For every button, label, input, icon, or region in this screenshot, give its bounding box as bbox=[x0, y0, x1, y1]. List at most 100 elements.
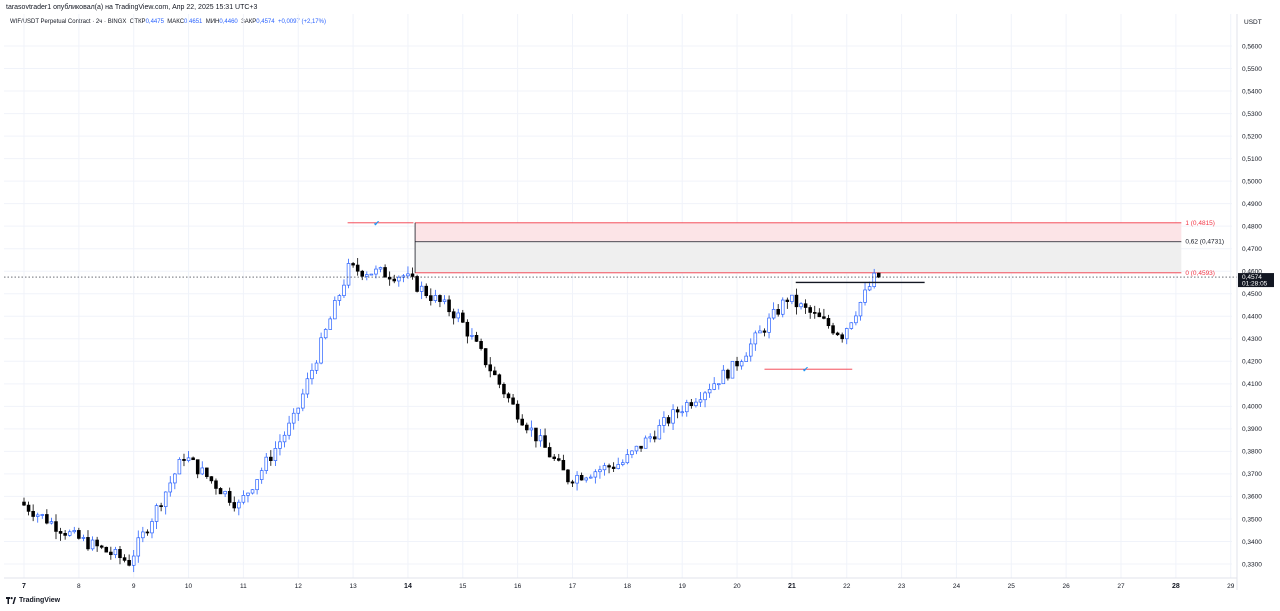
candle bbox=[241, 490, 246, 505]
candle bbox=[575, 471, 579, 491]
candle-body-down bbox=[360, 270, 365, 277]
tradingview-logo-icon bbox=[6, 597, 16, 604]
candle-body-up bbox=[319, 337, 323, 364]
candle-body-down bbox=[58, 531, 63, 534]
candle-body-down bbox=[159, 505, 163, 508]
candle-body-down bbox=[831, 325, 835, 334]
y-tick-label: 0,5000 bbox=[1242, 178, 1262, 185]
y-tick-label: 0,5100 bbox=[1242, 156, 1262, 163]
candle-body-down bbox=[666, 417, 671, 424]
candle-body-up bbox=[241, 495, 246, 503]
candle-body-up bbox=[634, 445, 639, 452]
candle-body-up bbox=[671, 409, 675, 424]
candle bbox=[447, 295, 451, 317]
candle bbox=[378, 266, 383, 273]
x-tick-label: 24 bbox=[953, 583, 961, 590]
candle-body-down bbox=[840, 334, 844, 340]
symbol-info-bar: WIF/USDT Perpetual Contract · 2ч · BINGX… bbox=[10, 19, 326, 25]
price-unit-label[interactable]: USDT bbox=[1244, 19, 1262, 26]
candle bbox=[40, 513, 45, 519]
candle bbox=[191, 456, 195, 461]
candle-body-up bbox=[767, 317, 771, 333]
candle-body-up bbox=[378, 267, 383, 270]
candle-body-up bbox=[113, 549, 118, 556]
candle-body-up bbox=[168, 482, 173, 493]
x-tick-label: 25 bbox=[1008, 583, 1016, 590]
candle bbox=[849, 322, 854, 330]
y-tick-label: 0,3600 bbox=[1242, 494, 1262, 501]
candle bbox=[433, 289, 438, 303]
candle bbox=[442, 295, 447, 305]
candle-body-down bbox=[429, 295, 433, 301]
candle bbox=[611, 462, 616, 472]
chart-grid bbox=[4, 14, 1232, 578]
candle bbox=[675, 406, 680, 419]
candle bbox=[214, 478, 218, 495]
x-tick-label: 16 bbox=[514, 583, 522, 590]
x-tick-label: 10 bbox=[185, 583, 193, 590]
y-tick-label: 0,4500 bbox=[1242, 291, 1262, 298]
candle-body-down bbox=[547, 447, 552, 458]
y-tick-label: 0,5500 bbox=[1242, 66, 1262, 73]
candle-body-down bbox=[195, 459, 200, 475]
candle-body-down bbox=[465, 321, 470, 337]
candle-body-up bbox=[867, 286, 872, 291]
candle bbox=[246, 492, 250, 503]
candle bbox=[602, 462, 607, 476]
candle-body-up bbox=[858, 302, 863, 317]
candle bbox=[579, 472, 584, 481]
candle-body-up bbox=[703, 392, 707, 401]
candle bbox=[259, 467, 264, 484]
candle bbox=[653, 430, 657, 443]
candle bbox=[534, 427, 538, 448]
candle bbox=[707, 383, 712, 398]
candle bbox=[22, 497, 26, 507]
x-tick-label: 15 bbox=[459, 583, 467, 590]
candle bbox=[593, 469, 598, 484]
candle-body-up bbox=[680, 411, 684, 414]
candle bbox=[273, 441, 278, 466]
candle-body-down bbox=[122, 557, 127, 561]
candle bbox=[470, 328, 474, 340]
candle-body-down bbox=[520, 418, 524, 426]
candle-body-up bbox=[575, 474, 579, 484]
candle-body-down bbox=[63, 533, 67, 536]
price-axis: 0,5600 0,5500 0,5400 0,5300 0,5200 0,5100 0,50… bbox=[1236, 14, 1274, 590]
x-tick-label: 11 bbox=[240, 583, 247, 590]
candle bbox=[680, 405, 684, 417]
tradingview-logo[interactable]: TradingView bbox=[6, 597, 60, 604]
y-tick-label: 0,3900 bbox=[1242, 426, 1262, 433]
candle bbox=[790, 294, 794, 305]
candle-body-up bbox=[264, 456, 269, 471]
candle-body-up bbox=[223, 491, 227, 495]
candle bbox=[369, 273, 374, 276]
candle bbox=[515, 400, 520, 423]
candle-body-up bbox=[616, 464, 620, 469]
candle-body-up bbox=[255, 479, 259, 491]
candle-body-down bbox=[31, 510, 35, 517]
candle bbox=[291, 408, 296, 430]
candle bbox=[95, 536, 99, 552]
candle bbox=[776, 304, 780, 317]
candle bbox=[748, 338, 753, 362]
close-value: 0,4574 bbox=[256, 19, 275, 25]
candle bbox=[77, 527, 81, 540]
candle bbox=[365, 271, 369, 281]
candle-body-up bbox=[67, 531, 72, 536]
symbol-label[interactable]: WIF/USDT Perpetual Contract · 2ч · BINGX bbox=[10, 19, 127, 25]
x-tick-label: 27 bbox=[1117, 583, 1125, 590]
candle-body-up bbox=[780, 299, 785, 315]
candle bbox=[785, 297, 790, 309]
candle bbox=[410, 267, 415, 280]
candle bbox=[67, 529, 72, 537]
bar-countdown: 01:28:05 bbox=[1242, 281, 1268, 288]
candle bbox=[136, 530, 141, 563]
candle bbox=[493, 366, 497, 376]
x-tick-label: 28 bbox=[1172, 583, 1180, 590]
candle bbox=[566, 468, 570, 485]
candle bbox=[506, 392, 511, 403]
candle-body-up bbox=[301, 393, 305, 409]
candle-body-down bbox=[232, 502, 237, 509]
candle-body-up bbox=[259, 470, 264, 480]
